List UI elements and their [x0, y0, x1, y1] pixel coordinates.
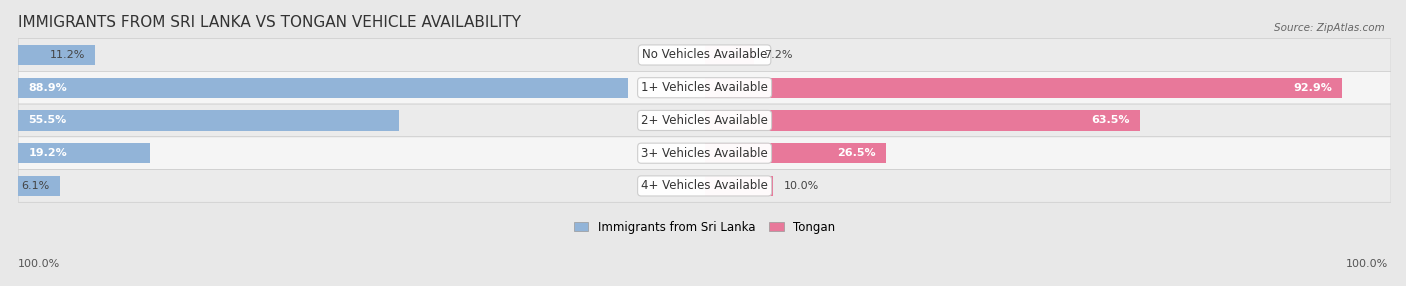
Text: 92.9%: 92.9%	[1294, 83, 1331, 93]
Bar	[704, 78, 1343, 98]
Text: Source: ZipAtlas.com: Source: ZipAtlas.com	[1274, 23, 1385, 33]
Text: 100.0%: 100.0%	[1346, 259, 1388, 269]
Text: 19.2%: 19.2%	[28, 148, 67, 158]
Text: IMMIGRANTS FROM SRI LANKA VS TONGAN VEHICLE AVAILABILITY: IMMIGRANTS FROM SRI LANKA VS TONGAN VEHI…	[18, 15, 522, 30]
Text: 6.1%: 6.1%	[21, 181, 49, 191]
Text: 10.0%: 10.0%	[783, 181, 818, 191]
FancyBboxPatch shape	[18, 137, 1391, 170]
Text: 1+ Vehicles Available: 1+ Vehicles Available	[641, 81, 768, 94]
Bar	[18, 176, 60, 196]
Text: 55.5%: 55.5%	[28, 116, 66, 126]
Bar	[704, 176, 773, 196]
Bar	[704, 143, 887, 163]
FancyBboxPatch shape	[18, 104, 1391, 137]
Bar	[18, 45, 96, 65]
Bar	[18, 78, 628, 98]
FancyBboxPatch shape	[18, 71, 1391, 104]
Text: 88.9%: 88.9%	[28, 83, 67, 93]
Text: 4+ Vehicles Available: 4+ Vehicles Available	[641, 179, 768, 192]
Text: 63.5%: 63.5%	[1091, 116, 1130, 126]
Legend: Immigrants from Sri Lanka, Tongan: Immigrants from Sri Lanka, Tongan	[571, 217, 838, 237]
Bar	[18, 110, 399, 131]
Text: 26.5%: 26.5%	[838, 148, 876, 158]
Text: 100.0%: 100.0%	[18, 259, 60, 269]
FancyBboxPatch shape	[18, 39, 1391, 71]
Text: 11.2%: 11.2%	[49, 50, 84, 60]
Bar	[18, 143, 150, 163]
Text: 7.2%: 7.2%	[765, 50, 793, 60]
Text: 2+ Vehicles Available: 2+ Vehicles Available	[641, 114, 768, 127]
FancyBboxPatch shape	[18, 170, 1391, 202]
Text: No Vehicles Available: No Vehicles Available	[643, 48, 768, 61]
Text: 3+ Vehicles Available: 3+ Vehicles Available	[641, 147, 768, 160]
Bar	[704, 110, 1140, 131]
Bar	[704, 45, 754, 65]
